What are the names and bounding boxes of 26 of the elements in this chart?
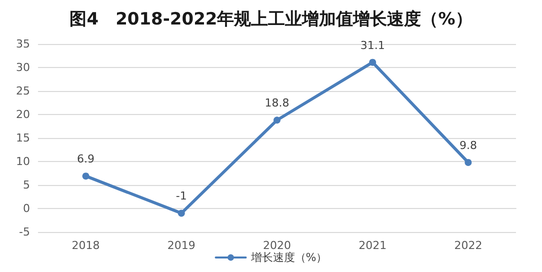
point xyxy=(464,158,472,166)
y-tick-label: 5 xyxy=(23,178,30,192)
y-tick-label: 10 xyxy=(16,155,30,168)
data-label: -1 xyxy=(176,190,187,203)
x-tick-label: 2020 xyxy=(263,239,291,252)
point xyxy=(369,58,376,66)
x-tick-label: 2022 xyxy=(454,239,482,252)
y-tick-label: 35 xyxy=(16,38,30,50)
y-tick-label: 30 xyxy=(16,61,30,74)
x-tick-label: 2021 xyxy=(358,239,387,252)
data-label: 31.1 xyxy=(360,38,385,52)
y-tick-label: 20 xyxy=(16,108,30,121)
point xyxy=(178,210,185,217)
point xyxy=(82,172,90,180)
data-label: 6.9 xyxy=(77,152,95,166)
y-tick-label: 15 xyxy=(16,132,30,144)
chart-title: 图4 2018-2022年规上工业增加值增长速度（%） xyxy=(70,10,472,30)
y-tick-label: 25 xyxy=(16,84,30,98)
x-tick-label: 2019 xyxy=(167,239,196,252)
legend-label: 增长速度（%） xyxy=(250,251,328,264)
x-tick-label: 2018 xyxy=(72,239,100,252)
y-tick-label: -5 xyxy=(19,226,30,238)
data-label: 18.8 xyxy=(264,96,290,110)
data-label: 9.8 xyxy=(459,138,477,152)
point xyxy=(274,116,280,124)
y-tick-label: 0 xyxy=(23,202,30,215)
